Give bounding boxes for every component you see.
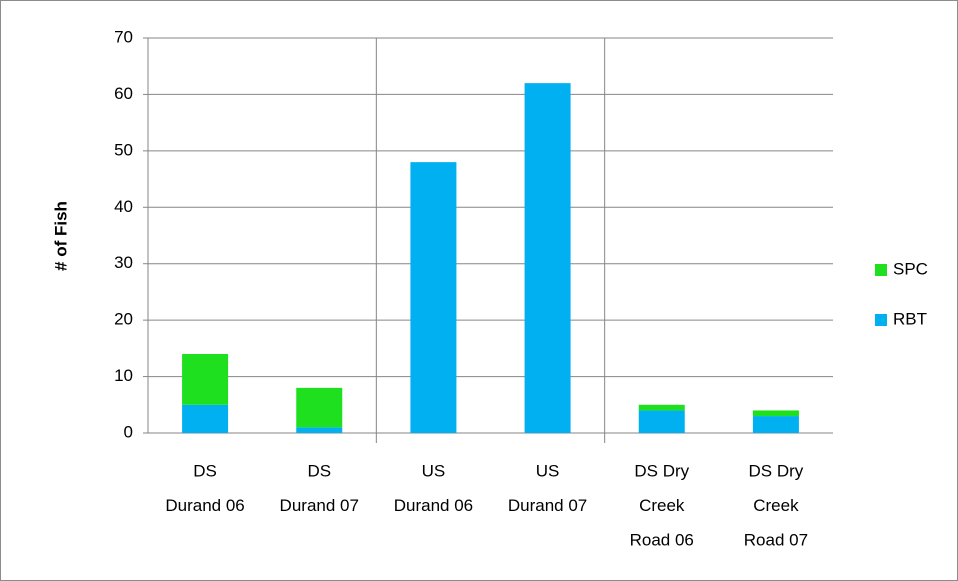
x-tick-label: US [422, 461, 446, 480]
bar-segment [752, 416, 799, 433]
x-tick-label: DS [307, 461, 331, 480]
x-tick-label: Durand 06 [394, 496, 473, 515]
legend-swatch [875, 264, 887, 276]
y-tick-label: 40 [114, 197, 133, 216]
legend-label: RBT [893, 309, 927, 328]
x-tick-label: US [536, 461, 560, 480]
bar-segment [296, 387, 343, 428]
legend-swatch [875, 314, 887, 326]
bar-segment [182, 354, 229, 405]
y-axis-label: # of Fish [51, 201, 70, 271]
x-tick-label: Durand 07 [280, 496, 359, 515]
x-tick-label: DS Dry [634, 461, 689, 480]
legend-label: SPC [893, 259, 928, 278]
bar-segment [296, 427, 343, 433]
bar-segment [752, 410, 799, 417]
y-tick-label: 10 [114, 366, 133, 385]
bar-segment [524, 83, 571, 434]
y-tick-label: 50 [114, 140, 133, 159]
bar-segment [182, 404, 229, 433]
x-tick-label: DS [193, 461, 217, 480]
x-tick-label: Creek [753, 496, 799, 515]
x-tick-label: Durand 06 [165, 496, 244, 515]
x-tick-label: Road 07 [744, 530, 808, 549]
y-tick-label: 20 [114, 310, 133, 329]
bar-segment [638, 410, 685, 433]
y-tick-label: 60 [114, 84, 133, 103]
y-tick-label: 30 [114, 253, 133, 272]
x-tick-label: DS Dry [749, 461, 804, 480]
bar-segment [638, 404, 685, 411]
y-tick-label: 0 [124, 422, 133, 441]
x-tick-label: Creek [639, 496, 685, 515]
bar-segment [410, 162, 457, 433]
x-tick-label: Durand 07 [508, 496, 587, 515]
x-tick-label: Road 06 [630, 530, 694, 549]
y-tick-label: 70 [114, 27, 133, 46]
